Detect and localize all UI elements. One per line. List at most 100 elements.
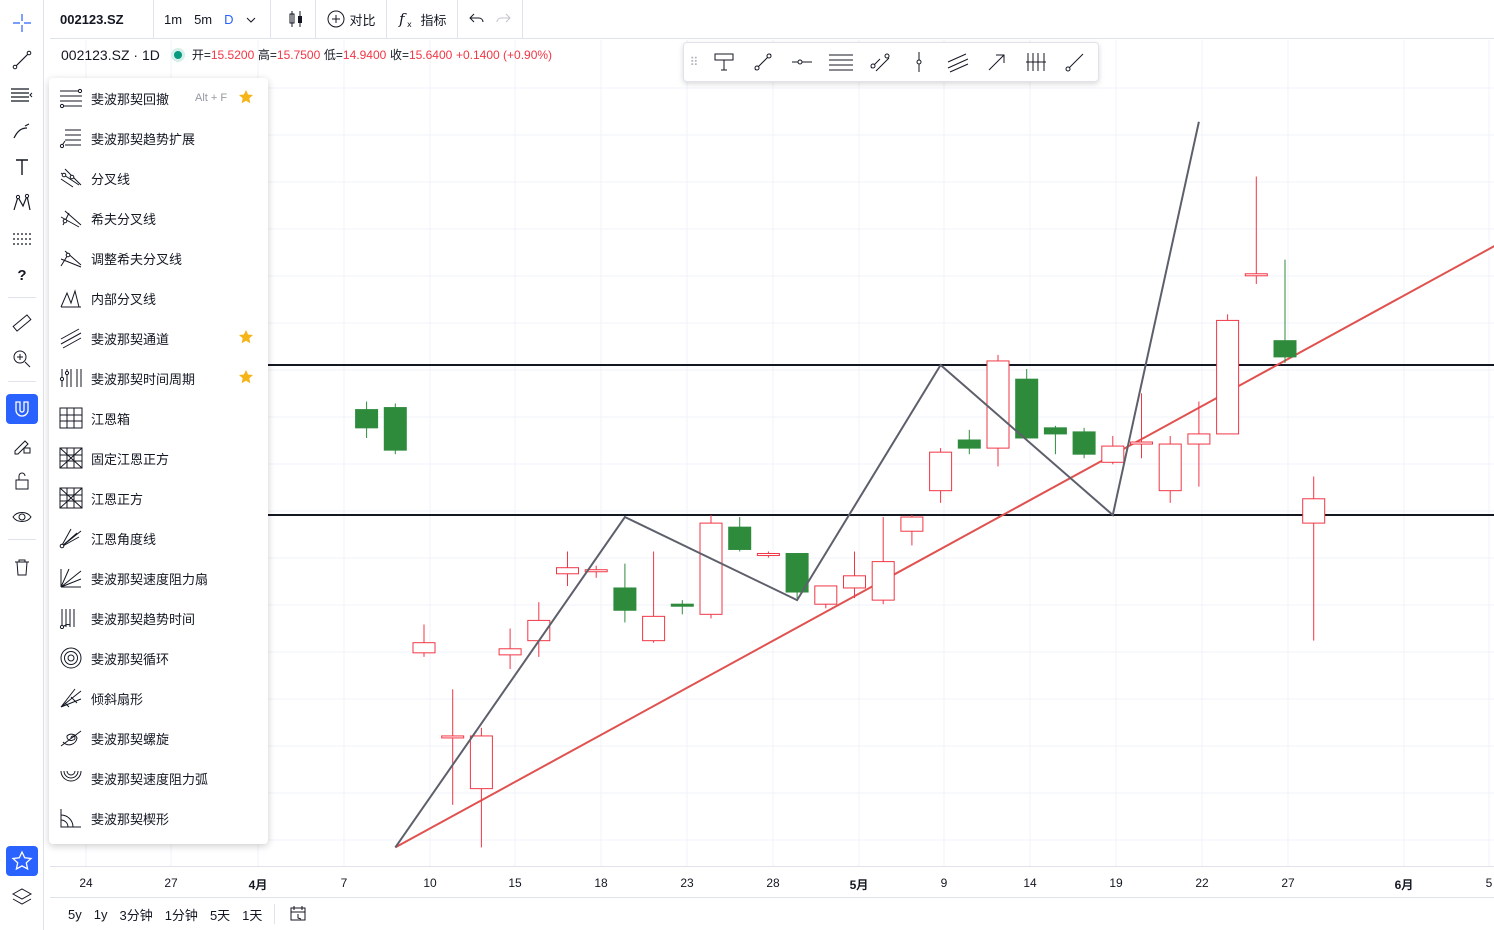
menu-item-label: 斐波那契速度阻力扇 (91, 571, 209, 587)
redo-icon[interactable] (494, 0, 520, 39)
candle-body (556, 567, 579, 575)
candle-body (383, 407, 407, 451)
time-axis-tick: 5 (1485, 876, 1493, 890)
range-5y[interactable]: 5y (68, 906, 82, 922)
menu-item[interactable]: 倾斜扇形 (49, 678, 268, 718)
menu-item[interactable]: 斐波那契速度阻力扇 (49, 558, 268, 598)
menu-item[interactable]: 斐波那契螺旋 (49, 718, 268, 758)
menu-item[interactable]: 江恩正方 (49, 478, 268, 518)
favorite-star-icon[interactable] (238, 369, 254, 388)
range-3min[interactable]: 3分钟 (119, 907, 153, 923)
undo-icon[interactable] (460, 0, 494, 39)
candle-body (1101, 445, 1125, 463)
trash-icon[interactable] (6, 552, 38, 582)
lock-drawing-icon[interactable] (6, 430, 38, 460)
menu-item[interactable]: 斐波那契通道 (49, 318, 268, 358)
fav-horizontal-ray-icon[interactable] (782, 42, 821, 82)
eye-icon[interactable] (6, 502, 38, 532)
time-axis-tick: 5月 (849, 878, 869, 892)
menu-item[interactable]: 斐波那契趋势扩展 (49, 118, 268, 158)
fav-arrow-icon[interactable] (977, 42, 1016, 82)
menu-item[interactable]: 调整希夫分叉线 (49, 238, 268, 278)
text-icon[interactable] (6, 152, 38, 182)
candle-body (1072, 431, 1096, 455)
brush-icon[interactable] (6, 116, 38, 146)
menu-item[interactable]: 江恩角度线 (49, 518, 268, 558)
menu-item-label: 斐波那契趋势扩展 (91, 131, 196, 147)
menu-item[interactable]: 希夫分叉线 (49, 198, 268, 238)
interval-5m[interactable]: 5m (194, 11, 213, 27)
menu-item[interactable]: 分叉线 (49, 158, 268, 198)
time-axis-tick: 27 (1281, 876, 1295, 890)
candle-body (355, 409, 379, 429)
zoom-in-icon[interactable] (6, 344, 38, 374)
menu-item[interactable]: 内部分叉线 (49, 278, 268, 318)
menu-item[interactable]: 斐波那契楔形 (49, 798, 268, 838)
ruler-icon[interactable] (6, 308, 38, 338)
favorite-star-icon[interactable] (238, 329, 254, 348)
menu-item[interactable]: 斐波那契速度阻力弧 (49, 758, 268, 798)
fav-parallel-channel-icon[interactable] (938, 42, 977, 82)
time-axis-tick: 28 (766, 876, 780, 890)
unlock-icon[interactable] (6, 466, 38, 496)
menu-item[interactable]: 斐波那契循环 (49, 638, 268, 678)
magnet-icon[interactable] (6, 394, 38, 424)
menu-item[interactable]: 斐波那契回撤 Alt + F (49, 78, 268, 118)
legend-low: 14.9400 (342, 47, 387, 62)
inside-pitchfork-icon (58, 286, 84, 310)
range-1d[interactable]: 1天 (242, 907, 263, 923)
layers-icon[interactable] (6, 882, 38, 912)
favorite-star-icon[interactable] (238, 89, 254, 108)
time-axis-tick: 22 (1195, 876, 1209, 890)
interval-dropdown-chevron-icon[interactable] (240, 12, 262, 27)
range-5d[interactable]: 5天 (209, 907, 231, 923)
candle-body (843, 575, 866, 589)
symbol-search-button[interactable]: 002123.SZ (50, 0, 154, 39)
range-1min[interactable]: 1分钟 (164, 907, 198, 923)
menu-item[interactable]: 江恩箱 (49, 398, 268, 438)
fib-trend-time-icon (58, 606, 84, 630)
fav-fib-channel-icon[interactable] (860, 42, 899, 82)
compare-button[interactable]: 对比 (318, 0, 384, 39)
candle-body (1244, 273, 1268, 277)
menu-item[interactable]: 斐波那契趋势时间 (49, 598, 268, 638)
candle-body (957, 439, 981, 449)
candle-body (728, 526, 752, 550)
fav-fib-retracement-icon[interactable] (821, 42, 860, 82)
favorites-star-icon[interactable] (6, 846, 38, 876)
candle-body (814, 585, 838, 605)
menu-item-label: 调整希夫分叉线 (91, 251, 183, 267)
date-range-calendar-icon[interactable] (283, 904, 313, 925)
drag-handle-icon[interactable]: ⠿ (689, 55, 699, 69)
fav-anchor-icon[interactable] (704, 42, 743, 82)
menu-item[interactable]: 斐波那契时间周期 (49, 358, 268, 398)
prediction-icon[interactable] (6, 224, 38, 254)
legend-symbol[interactable]: 002123.SZ · 1D (61, 46, 160, 63)
interval-1m[interactable]: 1m (164, 11, 183, 27)
candle-body (785, 553, 809, 593)
time-axis[interactable]: 24 27 4月 7 10 15 18 23 28 5月 9 14 19 22 27 6月 5 (50, 866, 1494, 897)
trend-line-icon[interactable] (6, 45, 38, 75)
svg-text:x: x (407, 20, 412, 29)
menu-item[interactable]: 固定江恩正方 (49, 438, 268, 478)
price-chart[interactable] (50, 0, 1494, 866)
fib-retracement-icon (58, 86, 84, 110)
candle-body (1130, 441, 1153, 445)
fav-ray-icon[interactable] (1055, 42, 1094, 82)
time-axis-tick: 9 (940, 876, 948, 890)
interval-d[interactable]: D (224, 11, 234, 27)
help-icon[interactable]: ? (17, 266, 27, 284)
menu-item-label: 倾斜扇形 (91, 691, 144, 707)
legend-high-label: 高= (257, 48, 277, 62)
chart-type-candles-icon[interactable] (279, 0, 313, 39)
fav-trend-line-icon[interactable] (743, 42, 782, 82)
fav-vertical-line-icon[interactable] (899, 42, 938, 82)
range-1y[interactable]: 1y (93, 906, 108, 922)
fav-fib-time-zone-icon[interactable] (1016, 42, 1055, 82)
candle-body (1043, 427, 1067, 435)
fib-tools-icon[interactable] (6, 80, 38, 110)
pattern-icon[interactable] (6, 188, 38, 218)
crosshair-icon[interactable] (6, 8, 38, 38)
menu-item-label: 江恩正方 (91, 491, 144, 507)
